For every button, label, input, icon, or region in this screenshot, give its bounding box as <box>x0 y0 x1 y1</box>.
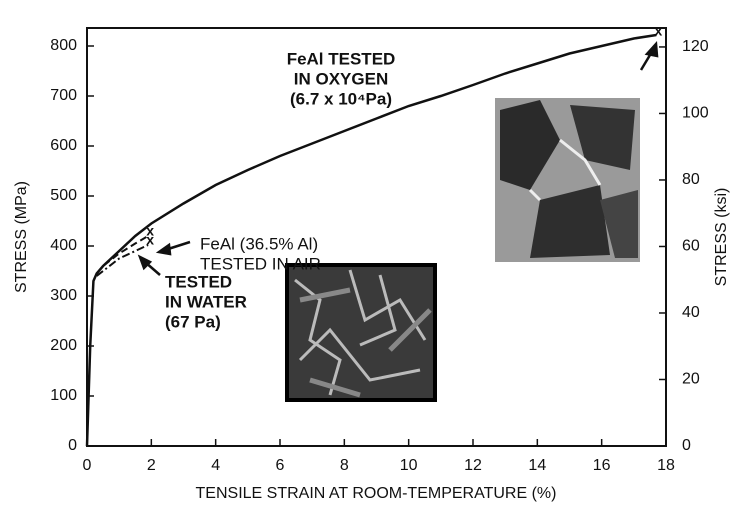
y-tick-label: 300 <box>50 287 77 304</box>
fracture-marker: x <box>146 232 154 248</box>
x-tick-label: 2 <box>147 457 156 474</box>
x-tick-label: 8 <box>340 457 349 474</box>
y-tick-label: 600 <box>50 137 77 154</box>
y-tick-label: 400 <box>50 237 77 254</box>
annotation: TESTED IN AIR <box>200 254 321 273</box>
y2-tick-label: 20 <box>682 371 700 388</box>
annotation: FeAl TESTED <box>287 49 396 68</box>
y-tick-label: 800 <box>50 37 77 54</box>
y2-tick-label: 60 <box>682 238 700 255</box>
inset-water <box>285 263 437 402</box>
fracture-marker: x <box>146 223 154 239</box>
y-tick-label: 200 <box>50 337 77 354</box>
x-tick-label: 14 <box>528 457 546 474</box>
annotation: FeAl (36.5% Al) <box>200 234 318 253</box>
x-axis-label: TENSILE STRAIN AT ROOM-TEMPERATURE (%) <box>196 485 557 502</box>
y2-tick-label: 120 <box>682 38 709 55</box>
inset-oxygen <box>495 98 640 262</box>
series-line <box>85 33 657 447</box>
x-tick-label: 12 <box>464 457 482 474</box>
annotation: (67 Pa) <box>165 312 221 331</box>
y-tick-label: 700 <box>50 87 77 104</box>
x-tick-label: 16 <box>593 457 611 474</box>
x-tick-label: 0 <box>83 457 92 474</box>
y-tick-label: 0 <box>68 437 77 454</box>
series-line <box>96 244 149 277</box>
y-axis-label: STRESS (MPa) <box>13 181 30 293</box>
x-tick-label: 4 <box>211 457 220 474</box>
y2-tick-label: 40 <box>682 304 700 321</box>
x-tick-label: 10 <box>400 457 418 474</box>
y2-axis-label: STRESS (ksi) <box>713 188 730 287</box>
y2-tick-label: 0 <box>682 437 691 454</box>
y2-tick-label: 100 <box>682 105 709 122</box>
annotation: IN OXYGEN <box>294 69 388 88</box>
y-tick-label: 500 <box>50 187 77 204</box>
annotation: TESTED <box>165 272 232 291</box>
annotation: (6.7 x 10⁴Pa) <box>290 89 392 108</box>
x-tick-label: 18 <box>657 457 675 474</box>
y2-tick-label: 80 <box>682 171 700 188</box>
plot-frame <box>86 27 667 447</box>
annotation: IN WATER <box>165 292 247 311</box>
series-line <box>95 235 149 275</box>
fracture-marker: x <box>654 23 662 39</box>
x-tick-label: 6 <box>276 457 285 474</box>
arrows <box>137 41 659 276</box>
y-tick-label: 100 <box>50 387 77 404</box>
